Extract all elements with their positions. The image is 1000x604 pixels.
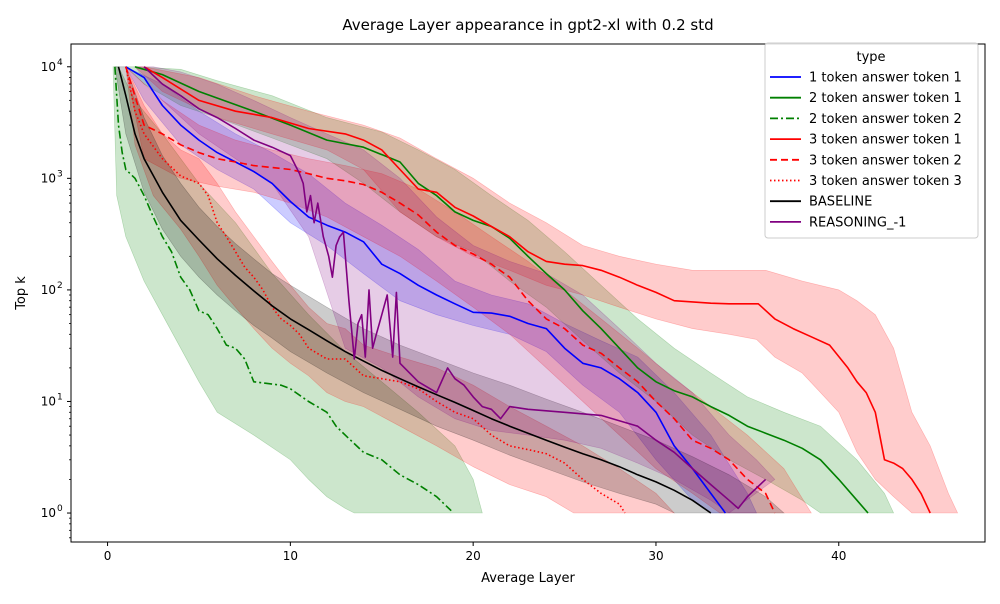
y-tick-label-3: 10: [41, 171, 56, 185]
legend-label-1-token-answer-token-1: 1 token answer token 1: [809, 71, 962, 86]
y-tick-label-4: 10: [41, 60, 56, 74]
plot-frame: [70, 43, 986, 543]
line-3-token-answer-token-3: [125, 66, 626, 514]
legend: type 1 token answer token 1 2 token answe…: [764, 42, 979, 239]
y-tick-exponent-4: 4: [57, 58, 63, 68]
y-tick-exponent-1: 1: [57, 392, 63, 402]
y-tick-exponent-2: 2: [57, 281, 63, 291]
line-3-token-answer-token-2: [125, 66, 776, 514]
band-baseline: [114, 66, 785, 514]
band-3-token-answer-token-3: [125, 66, 675, 514]
band-1-token-answer-token-1: [125, 66, 757, 514]
line-2-token-answer-token-1: [134, 66, 869, 514]
line-3-token-answer-token-1: [143, 66, 931, 514]
x-tick-label-20: 20: [466, 549, 481, 563]
legend-label-3-token-answer-token-2: 3 token answer token 2: [809, 153, 962, 168]
legend-label-2-token-answer-token-1: 2 token answer token 1: [809, 91, 962, 106]
x-axis: 0 10 20 30 40: [104, 542, 846, 563]
line-reasoning-1: [143, 66, 767, 510]
x-tick-label-40: 40: [831, 549, 846, 563]
x-axis-label: Average Layer: [481, 571, 575, 586]
legend-label-reasoning-1: REASONING_-1: [809, 215, 906, 230]
y-tick-exponent-0: 0: [57, 504, 63, 514]
chart-title: Average Layer appearance in gpt2-xl with…: [342, 16, 713, 34]
legend-label-3-token-answer-token-3: 3 token answer token 3: [809, 174, 962, 189]
line-1-token-answer-token-1: [125, 66, 727, 514]
line-baseline: [117, 66, 712, 514]
line-2-token-answer-token-2: [114, 66, 452, 512]
legend-label-baseline: BASELINE: [809, 195, 872, 210]
series-lines: [114, 66, 931, 514]
y-tick-label-2: 10: [41, 283, 56, 297]
legend-box: [764, 42, 979, 239]
y-tick-label-1: 10: [41, 394, 56, 408]
y-axis-label: Top k: [14, 276, 29, 311]
band-3-token-answer-token-2: [125, 65, 812, 514]
band-reasoning-1: [134, 66, 776, 514]
band-3-token-answer-token-1: [134, 66, 959, 514]
legend-label-2-token-answer-token-2: 2 token answer token 2: [809, 112, 962, 127]
legend-title: type: [856, 50, 885, 65]
x-tick-label-30: 30: [648, 549, 663, 563]
legend-label-3-token-answer-token-1: 3 token answer token 1: [809, 133, 962, 148]
band-2-token-answer-token-2: [112, 66, 483, 514]
x-tick-label-0: 0: [104, 549, 112, 563]
x-tick-label-10: 10: [283, 549, 298, 563]
y-tick-label-0: 10: [41, 506, 56, 520]
y-tick-exponent-3: 3: [57, 169, 63, 179]
